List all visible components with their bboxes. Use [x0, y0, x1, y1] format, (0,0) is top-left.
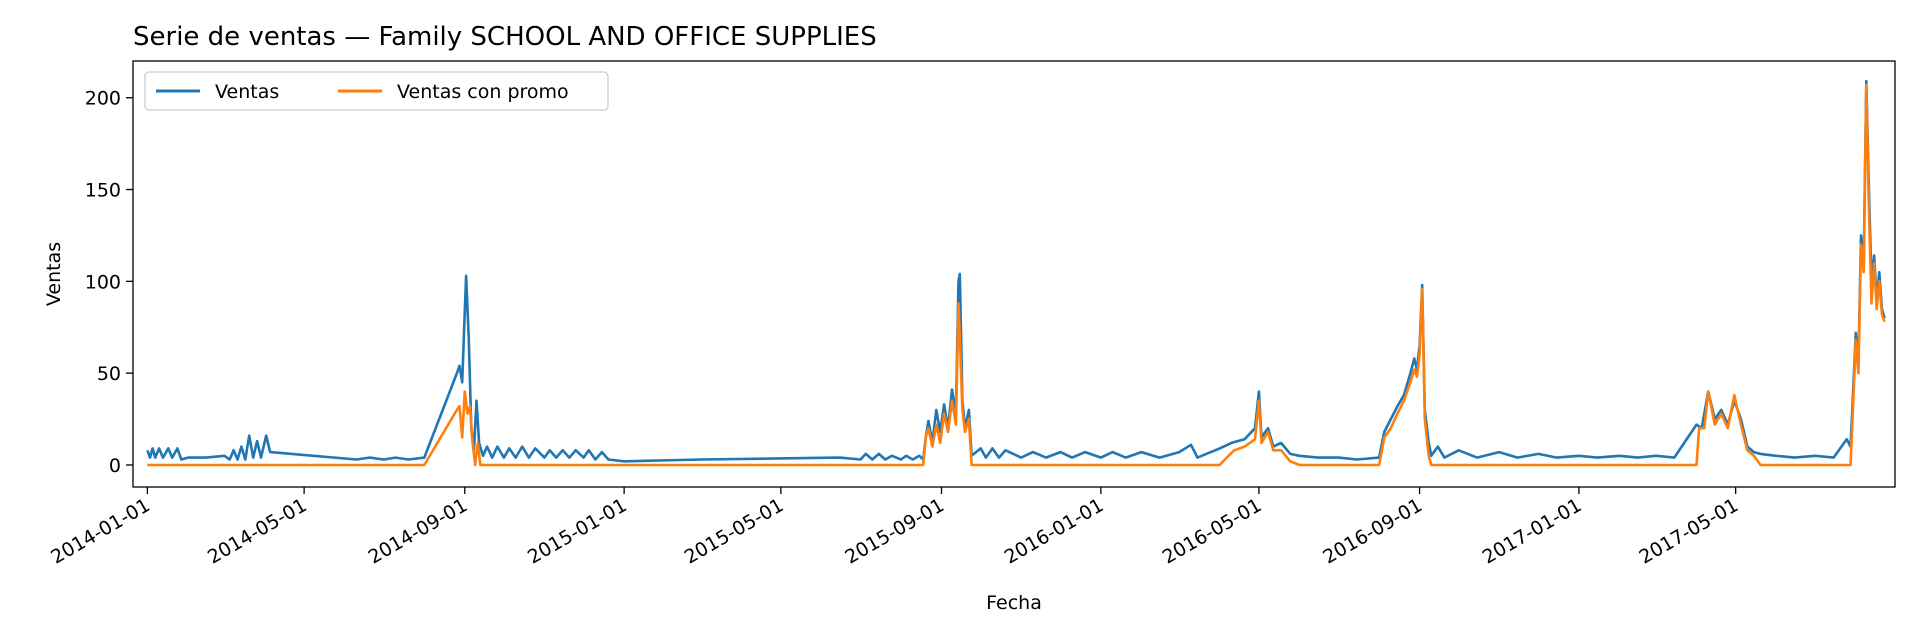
legend-label-ventas: Ventas	[215, 81, 279, 103]
x-tick-label: 2016-05-01	[1159, 494, 1266, 568]
y-tick-label: 100	[85, 271, 121, 293]
y-tick-label: 0	[109, 455, 121, 477]
x-tick-label: 2014-05-01	[204, 494, 311, 568]
legend: Ventas Ventas con promo	[144, 71, 609, 111]
series-layer	[146, 79, 1886, 467]
x-axis: 2014-01-01 2014-05-01 2014-09-01 2015-01-01…	[47, 487, 1742, 569]
y-tick-label: 50	[97, 363, 121, 385]
x-tick-label: 2014-01-01	[47, 494, 154, 568]
x-tick-label: 2015-01-01	[524, 494, 631, 568]
x-tick-label: 2016-01-01	[1001, 494, 1108, 568]
x-axis-title: Fecha	[986, 592, 1042, 614]
x-tick-label: 2017-01-01	[1479, 494, 1586, 568]
x-tick-label: 2015-09-01	[841, 494, 948, 568]
x-tick-label: 2017-05-01	[1636, 494, 1743, 568]
x-tick-label: 2014-09-01	[365, 494, 472, 568]
y-axis: 0 50 100 150 200	[85, 88, 133, 477]
series-line-ventas-con-promo	[147, 83, 1886, 467]
y-tick-label: 150	[85, 180, 121, 202]
x-tick-label: 2015-05-01	[681, 494, 788, 568]
legend-label-ventas-con-promo: Ventas con promo	[397, 81, 569, 103]
y-axis-title: Ventas	[43, 242, 65, 306]
plot-frame	[132, 60, 1896, 488]
y-tick-label: 200	[85, 88, 121, 110]
chart-title: Serie de ventas — Family SCHOOL AND OFFI…	[133, 22, 877, 52]
series-line-ventas	[146, 79, 1886, 463]
x-tick-label: 2016-09-01	[1319, 494, 1426, 568]
